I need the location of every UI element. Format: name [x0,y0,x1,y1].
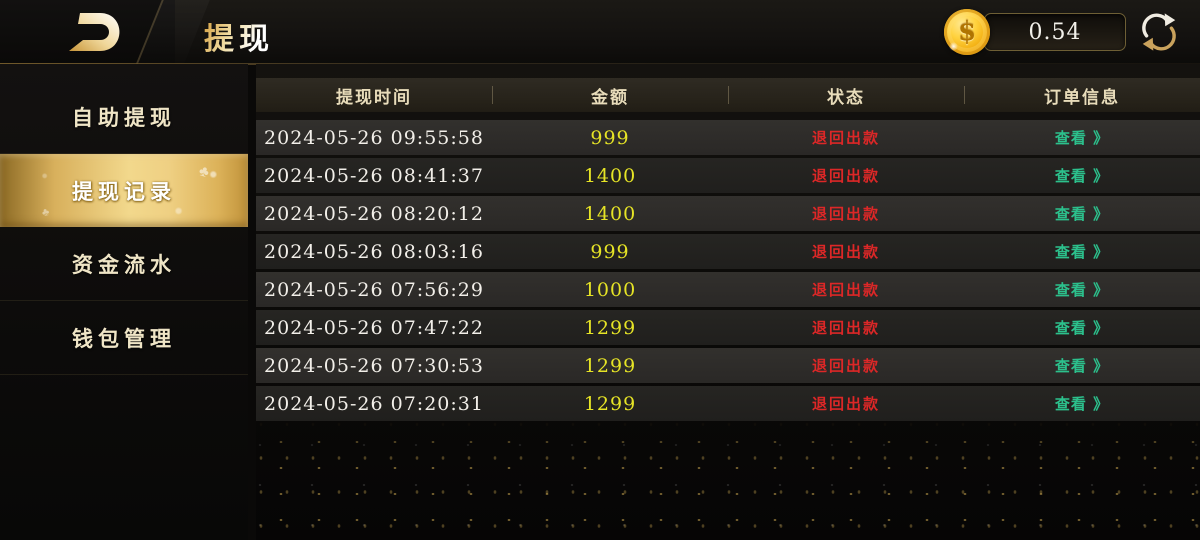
withdraw-status: 退回出款 [811,357,880,375]
logo-zone [0,0,175,64]
view-order-link[interactable]: 查看 》 [1054,243,1110,261]
withdraw-status: 退回出款 [811,319,880,337]
page-title: 提现 [204,14,274,58]
view-order-link[interactable]: 查看 》 [1054,319,1110,337]
view-order-link[interactable]: 查看 》 [1054,395,1110,413]
header-divider [492,86,493,104]
table-row: 2024-05-26 07:30:53 1299 退回出款 查看 》 [256,348,1200,383]
withdraw-amount: 999 [590,126,630,149]
header-divider [964,86,965,104]
column-header-status: 状态 [827,87,865,108]
table-row: 2024-05-26 08:41:37 1400 退回出款 查看 》 [256,158,1200,193]
sidebar-item-fund-flow[interactable]: 资金流水 [0,227,248,301]
column-header-order: 订单信息 [1044,87,1120,108]
sidebar-item-wallet-manage[interactable]: 钱包管理 [0,301,248,375]
table-row: 2024-05-26 08:03:16 999 退回出款 查看 》 [256,234,1200,269]
withdraw-amount: 1400 [583,164,637,187]
gold-speckle-decoration [256,421,1200,540]
refresh-icon[interactable] [1138,11,1180,53]
withdraw-time: 2024-05-26 07:30:53 [264,354,484,377]
view-order-link[interactable]: 查看 》 [1054,205,1110,223]
withdraw-time: 2024-05-26 08:20:12 [264,202,484,225]
withdraw-status: 退回出款 [811,243,880,261]
view-order-link[interactable]: 查看 》 [1054,281,1110,299]
table-header: 提现时间 金额 状态 订单信息 [256,78,1200,112]
withdraw-amount: 1000 [583,278,637,301]
view-order-link[interactable]: 查看 》 [1054,357,1110,375]
withdraw-time: 2024-05-26 07:56:29 [264,278,484,301]
wallet-widget: $ 0.54 [944,0,1180,64]
column-header-time: 提现时间 [336,87,412,108]
withdraw-status: 退回出款 [811,205,880,223]
withdraw-status: 退回出款 [811,281,880,299]
view-order-link[interactable]: 查看 》 [1054,129,1110,147]
sidebar-nav: 自助提现 提现记录 资金流水 钱包管理 [0,64,248,540]
withdraw-amount: 1299 [583,316,637,339]
withdraw-status: 退回出款 [811,167,880,185]
sidebar-item-self-withdraw[interactable]: 自助提现 [0,80,248,154]
dollar-sign: $ [957,17,977,47]
withdraw-amount: 1400 [583,202,637,225]
balance-display: 0.54 [984,13,1126,51]
table-row: 2024-05-26 07:20:31 1299 退回出款 查看 》 [256,386,1200,421]
withdraw-status: 退回出款 [811,129,880,147]
withdraw-time: 2024-05-26 07:47:22 [264,316,484,339]
table-body: 2024-05-26 09:55:58 999 退回出款 查看 》 2024-0… [256,120,1200,421]
sidebar-item-withdraw-records[interactable]: 提现记录 [0,154,248,227]
column-header-amount: 金额 [591,87,629,108]
header-divider [728,86,729,104]
table-row: 2024-05-26 07:56:29 1000 退回出款 查看 》 [256,272,1200,307]
table-row: 2024-05-26 07:47:22 1299 退回出款 查看 》 [256,310,1200,345]
withdraw-amount: 1299 [583,392,637,415]
withdraw-time: 2024-05-26 09:55:58 [264,126,484,149]
records-panel: 提现时间 金额 状态 订单信息 2024-05-26 09:55:58 999 … [256,64,1200,540]
withdraw-amount: 999 [590,240,630,263]
table-row: 2024-05-26 09:55:58 999 退回出款 查看 》 [256,120,1200,155]
table-row: 2024-05-26 08:20:12 1400 退回出款 查看 》 [256,196,1200,231]
view-order-link[interactable]: 查看 》 [1054,167,1110,185]
withdraw-status: 退回出款 [811,395,880,413]
withdraw-amount: 1299 [583,354,637,377]
withdraw-time: 2024-05-26 08:41:37 [264,164,484,187]
withdraw-time: 2024-05-26 07:20:31 [264,392,484,415]
withdraw-time: 2024-05-26 08:03:16 [264,240,484,263]
top-header: 提现 $ 0.54 [0,0,1200,76]
gold-coin-icon: $ [944,9,990,55]
app-logo-icon [69,13,120,51]
